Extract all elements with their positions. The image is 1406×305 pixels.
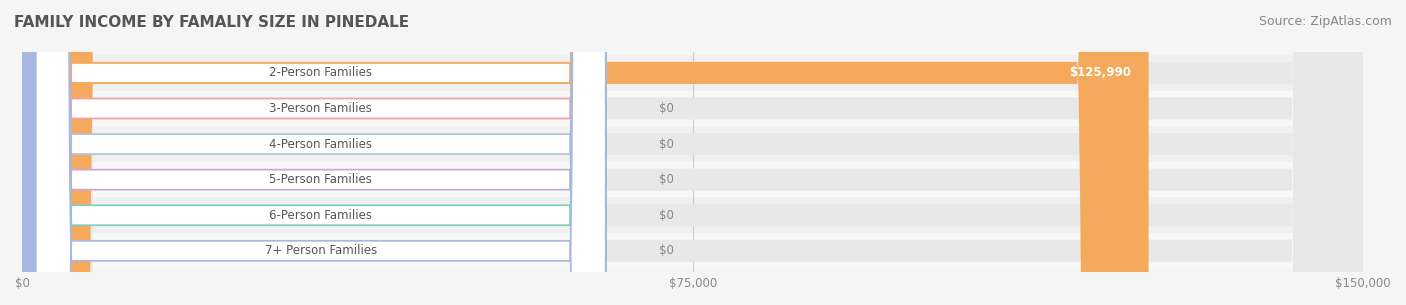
Bar [22,91,1364,126]
FancyBboxPatch shape [22,0,1149,305]
FancyBboxPatch shape [22,0,1364,305]
FancyBboxPatch shape [22,0,1364,305]
Text: $125,990: $125,990 [1069,66,1130,79]
Text: 7+ Person Families: 7+ Person Families [264,244,377,257]
FancyBboxPatch shape [35,0,606,305]
Text: 6-Person Families: 6-Person Families [270,209,373,222]
Text: $0: $0 [659,244,673,257]
Text: $0: $0 [659,173,673,186]
FancyBboxPatch shape [22,0,63,305]
Text: 4-Person Families: 4-Person Families [270,138,373,151]
FancyBboxPatch shape [35,0,606,305]
Text: 5-Person Families: 5-Person Families [270,173,373,186]
FancyBboxPatch shape [22,0,63,305]
FancyBboxPatch shape [22,0,1364,305]
FancyBboxPatch shape [22,0,1364,305]
FancyBboxPatch shape [35,0,606,305]
FancyBboxPatch shape [22,0,63,305]
Text: FAMILY INCOME BY FAMALIY SIZE IN PINEDALE: FAMILY INCOME BY FAMALIY SIZE IN PINEDAL… [14,15,409,30]
Text: $0: $0 [659,102,673,115]
Bar [22,126,1364,162]
FancyBboxPatch shape [35,0,606,305]
Bar [22,162,1364,197]
Text: 3-Person Families: 3-Person Families [270,102,373,115]
Text: $0: $0 [659,138,673,151]
Bar [22,233,1364,269]
FancyBboxPatch shape [22,0,63,305]
FancyBboxPatch shape [22,0,63,305]
Text: 2-Person Families: 2-Person Families [270,66,373,79]
Bar [22,197,1364,233]
FancyBboxPatch shape [22,0,1364,305]
FancyBboxPatch shape [22,0,1364,305]
Text: $0: $0 [659,209,673,222]
Text: Source: ZipAtlas.com: Source: ZipAtlas.com [1258,15,1392,28]
Bar [22,55,1364,91]
FancyBboxPatch shape [35,0,606,305]
FancyBboxPatch shape [35,0,606,305]
